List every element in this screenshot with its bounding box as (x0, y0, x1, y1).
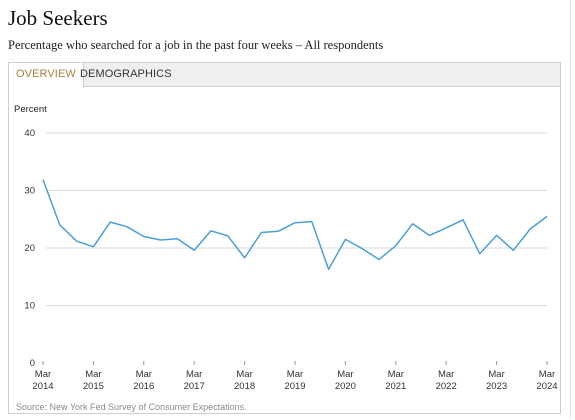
y-axis-label: Percent (14, 104, 47, 115)
data-point (477, 251, 482, 256)
data-point (360, 246, 365, 251)
data-point (57, 223, 62, 228)
data-point (377, 257, 382, 262)
data-point (175, 236, 180, 241)
data-point (293, 220, 298, 225)
x-tick-label-month: Mar (539, 369, 555, 380)
x-tick-label-year: 2023 (486, 381, 507, 392)
data-point (326, 267, 331, 272)
data-point (276, 229, 281, 234)
y-tick-label: 40 (24, 128, 35, 139)
y-tick-label: 20 (24, 243, 35, 254)
data-point (343, 237, 348, 242)
tab-overview[interactable]: OVERVIEW (9, 63, 84, 88)
tab-bar: OVERVIEW DEMOGRAPHICS (9, 63, 560, 88)
x-tick-label-year: 2017 (184, 381, 205, 392)
y-tick-label: 10 (24, 301, 35, 312)
data-point (461, 217, 466, 222)
x-tick-label-year: 2019 (284, 381, 305, 392)
data-point (410, 221, 415, 226)
x-tick-label-month: Mar (488, 369, 504, 380)
page-title: Job Seekers (8, 6, 108, 30)
data-point (259, 230, 264, 235)
x-tick-label-year: 2024 (536, 381, 557, 392)
data-point (393, 243, 398, 248)
y-tick-label: 30 (24, 186, 35, 197)
x-tick-label-year: 2020 (335, 381, 356, 392)
data-point (108, 220, 113, 225)
page-subtitle: Percentage who searched for a job in the… (8, 38, 384, 52)
x-tick-label-year: 2018 (234, 381, 255, 392)
tab-demographics[interactable]: DEMOGRAPHICS (80, 68, 172, 80)
x-tick-label-year: 2016 (133, 381, 154, 392)
x-tick-label-month: Mar (186, 369, 202, 380)
data-point (511, 248, 516, 253)
data-point (125, 224, 130, 229)
data-point (242, 255, 247, 260)
x-tick-label-month: Mar (35, 369, 51, 380)
data-point (444, 225, 449, 230)
x-tick-label-month: Mar (236, 369, 252, 380)
x-tick-label-year: 2022 (436, 381, 457, 392)
data-point (427, 233, 432, 238)
data-point (74, 239, 79, 244)
x-tick-label-month: Mar (438, 369, 454, 380)
x-tick-label-month: Mar (136, 369, 152, 380)
data-point (494, 233, 499, 238)
y-tick-label: 0 (30, 358, 35, 369)
data-point (225, 233, 230, 238)
data-point (309, 219, 314, 224)
source-note: Source: New York Fed Survey of Consumer … (16, 402, 247, 412)
data-point (209, 228, 214, 233)
data-point (141, 234, 146, 239)
data-point (158, 238, 163, 243)
x-tick-label-month: Mar (337, 369, 353, 380)
x-tick-label-year: 2021 (385, 381, 406, 392)
data-point (545, 214, 550, 219)
data-point (528, 227, 533, 232)
series-line (42, 179, 548, 271)
x-tick-label-year: 2014 (32, 381, 53, 392)
x-tick-label-year: 2015 (83, 381, 104, 392)
x-tick-label-month: Mar (388, 369, 404, 380)
data-point (192, 248, 197, 253)
x-tick-label-month: Mar (287, 369, 303, 380)
data-point (91, 244, 96, 249)
x-tick-label-month: Mar (85, 369, 101, 380)
data-point (41, 177, 46, 182)
